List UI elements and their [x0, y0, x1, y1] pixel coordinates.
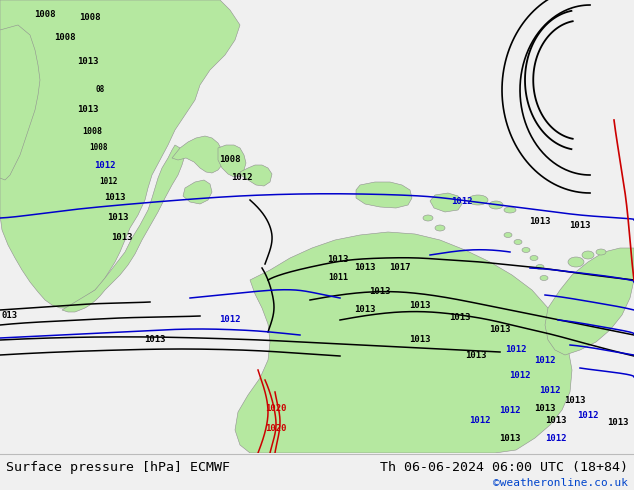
Ellipse shape — [504, 207, 516, 213]
Text: ©weatheronline.co.uk: ©weatheronline.co.uk — [493, 478, 628, 489]
Ellipse shape — [596, 249, 606, 255]
Ellipse shape — [530, 255, 538, 261]
Text: 1013: 1013 — [465, 350, 487, 360]
Text: 1013: 1013 — [354, 305, 376, 315]
Polygon shape — [172, 136, 224, 173]
Text: 1013: 1013 — [77, 57, 99, 67]
Polygon shape — [0, 25, 40, 180]
Ellipse shape — [489, 201, 503, 209]
Text: 1013: 1013 — [450, 314, 471, 322]
Text: 1013: 1013 — [327, 255, 349, 265]
Polygon shape — [545, 248, 634, 355]
Text: 1013: 1013 — [607, 417, 629, 426]
Text: 1017: 1017 — [389, 264, 411, 272]
Ellipse shape — [468, 195, 488, 205]
Polygon shape — [430, 193, 462, 212]
Ellipse shape — [514, 240, 522, 245]
Text: 1012: 1012 — [94, 161, 116, 170]
Text: 1012: 1012 — [534, 356, 556, 365]
Text: 1012: 1012 — [451, 197, 473, 206]
Text: 1008: 1008 — [55, 33, 75, 43]
Ellipse shape — [540, 275, 548, 280]
Text: 1008: 1008 — [219, 155, 241, 165]
Text: 1013: 1013 — [499, 434, 521, 442]
Text: 1013: 1013 — [410, 336, 430, 344]
Ellipse shape — [536, 265, 544, 270]
Text: 1013: 1013 — [529, 218, 551, 226]
Text: 1012: 1012 — [219, 316, 241, 324]
Text: 1013: 1013 — [569, 220, 591, 229]
Ellipse shape — [504, 232, 512, 238]
Text: 1020: 1020 — [265, 403, 287, 413]
Text: 1008: 1008 — [82, 127, 102, 137]
Ellipse shape — [423, 215, 433, 221]
Text: 1012: 1012 — [99, 177, 117, 187]
Text: 1013: 1013 — [107, 214, 129, 222]
Text: Surface pressure [hPa] ECMWF: Surface pressure [hPa] ECMWF — [6, 461, 230, 473]
Text: 1012: 1012 — [469, 416, 491, 424]
Text: 1013: 1013 — [534, 403, 556, 413]
Text: 1020: 1020 — [265, 423, 287, 433]
Ellipse shape — [582, 251, 594, 259]
Polygon shape — [62, 145, 185, 312]
Text: 1013: 1013 — [489, 325, 511, 335]
Ellipse shape — [568, 257, 584, 267]
Text: 1013: 1013 — [111, 234, 133, 243]
Polygon shape — [218, 145, 246, 177]
Text: 08: 08 — [95, 85, 105, 95]
Text: 1013: 1013 — [545, 416, 567, 424]
Text: 1013: 1013 — [77, 105, 99, 115]
Text: 013: 013 — [2, 311, 18, 319]
Polygon shape — [183, 180, 212, 204]
Ellipse shape — [435, 225, 445, 231]
Polygon shape — [356, 182, 412, 208]
Text: Th 06-06-2024 06:00 UTC (18+84): Th 06-06-2024 06:00 UTC (18+84) — [380, 461, 628, 473]
Polygon shape — [0, 0, 240, 308]
Text: 1011: 1011 — [328, 273, 348, 283]
Text: 1013: 1013 — [104, 194, 126, 202]
Ellipse shape — [522, 247, 530, 252]
Text: 1012: 1012 — [577, 411, 598, 419]
Text: 1013: 1013 — [410, 300, 430, 310]
Text: 1008: 1008 — [89, 144, 107, 152]
Text: 1012: 1012 — [231, 173, 253, 182]
Polygon shape — [235, 232, 572, 453]
Text: 1012: 1012 — [545, 434, 567, 442]
Text: 1013: 1013 — [564, 395, 586, 405]
Text: 1012: 1012 — [505, 345, 527, 354]
Text: 1013: 1013 — [354, 264, 376, 272]
Text: 1012: 1012 — [540, 386, 560, 394]
Text: 1008: 1008 — [34, 10, 56, 20]
Text: 1013: 1013 — [145, 336, 165, 344]
Text: 1008: 1008 — [79, 14, 101, 23]
Text: 1012: 1012 — [499, 406, 521, 415]
Text: 1013: 1013 — [369, 288, 391, 296]
Text: 1012: 1012 — [509, 370, 531, 379]
Polygon shape — [240, 165, 272, 186]
